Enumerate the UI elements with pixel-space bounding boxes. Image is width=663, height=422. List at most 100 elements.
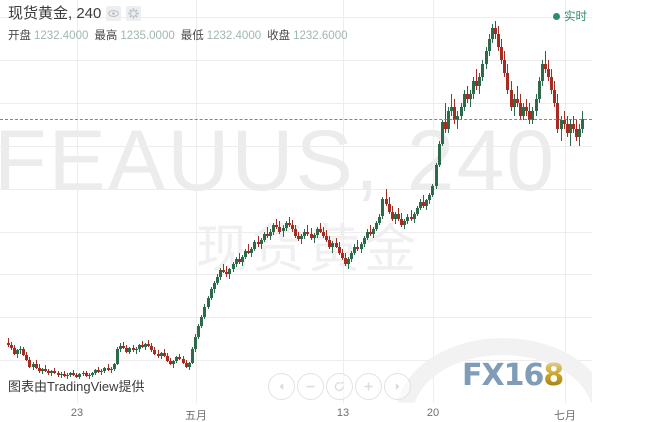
candle-body bbox=[453, 107, 456, 121]
candle-body bbox=[375, 222, 378, 230]
candle-body bbox=[147, 344, 150, 347]
candle-body bbox=[569, 124, 572, 133]
chart-nav-controls[interactable] bbox=[268, 373, 411, 400]
candle-wick bbox=[570, 120, 571, 146]
candle-wick bbox=[573, 115, 574, 133]
candle-body bbox=[347, 259, 350, 264]
candle-wick bbox=[61, 371, 62, 379]
candle-body bbox=[94, 369, 97, 373]
candle-body bbox=[522, 107, 525, 116]
candle-body bbox=[581, 119, 584, 129]
ohlc-label: 收盘 bbox=[267, 30, 291, 42]
candle-body bbox=[235, 259, 238, 264]
candle-body bbox=[550, 77, 553, 91]
candle-body bbox=[110, 368, 113, 370]
gridline-vertical bbox=[565, 0, 566, 403]
candle-body bbox=[66, 375, 69, 377]
scroll-left-button[interactable] bbox=[268, 373, 295, 400]
candle-body bbox=[16, 350, 19, 354]
candle-wick bbox=[8, 337, 9, 348]
candle-body bbox=[288, 222, 291, 226]
gridline-horizontal bbox=[0, 188, 592, 190]
candle-body bbox=[35, 364, 38, 368]
ohlc-value: 1235.0000 bbox=[120, 30, 175, 42]
eye-icon[interactable] bbox=[106, 6, 122, 21]
candle-body bbox=[553, 90, 556, 103]
candle-wick bbox=[223, 263, 224, 274]
candle-body bbox=[28, 360, 31, 367]
gridline-vertical bbox=[77, 0, 78, 403]
candle-body bbox=[19, 349, 22, 351]
candle-body bbox=[141, 345, 144, 348]
candle-body bbox=[172, 361, 175, 365]
candle-body bbox=[528, 111, 531, 121]
candle-wick bbox=[423, 195, 424, 208]
candle-body bbox=[544, 64, 547, 69]
candle-body bbox=[213, 282, 216, 290]
gridline-horizontal bbox=[0, 102, 592, 104]
candle-body bbox=[278, 227, 281, 232]
candle-body bbox=[413, 214, 416, 219]
candle-body bbox=[466, 94, 469, 99]
candle-body bbox=[450, 107, 453, 112]
chart-header: 现货黄金, 240 开盘 1232.4000 最高 1235.0000 最低 1232.4… bbox=[8, 2, 354, 43]
candle-body bbox=[388, 203, 391, 213]
candle-body bbox=[369, 231, 372, 234]
candle-body bbox=[250, 248, 253, 253]
price-axis[interactable]: 1440.00001420.00001400.00001380.00001360… bbox=[592, 0, 663, 403]
time-axis[interactable] bbox=[0, 403, 663, 422]
gridline-horizontal bbox=[0, 145, 592, 147]
zoom-out-button[interactable] bbox=[297, 373, 324, 400]
candle-body bbox=[416, 207, 419, 215]
candle-body bbox=[397, 214, 400, 219]
candle-body bbox=[485, 51, 488, 65]
time-tick-label: 23 bbox=[70, 407, 84, 419]
candle-body bbox=[32, 364, 35, 367]
candle-body bbox=[303, 231, 306, 236]
candle-body bbox=[178, 356, 181, 360]
candle-body bbox=[163, 352, 166, 356]
candle-body bbox=[331, 243, 334, 247]
candle-body bbox=[291, 225, 294, 230]
candle-wick bbox=[133, 345, 134, 352]
candle-body bbox=[531, 111, 534, 121]
candle-body bbox=[157, 353, 160, 356]
ohlc-label: 开盘 bbox=[8, 30, 31, 42]
realtime-status: 实时 bbox=[553, 8, 587, 24]
candle-wick bbox=[123, 341, 124, 350]
gridline-horizontal bbox=[0, 274, 592, 276]
candle-body bbox=[491, 27, 494, 39]
candle-body bbox=[138, 345, 141, 350]
candle-body bbox=[135, 349, 138, 351]
candle-wick bbox=[226, 265, 227, 277]
candle-wick bbox=[526, 98, 527, 116]
candle-body bbox=[113, 364, 116, 369]
time-tick-label: 七月 bbox=[554, 410, 576, 422]
candle-body bbox=[103, 367, 106, 371]
candle-wick bbox=[307, 225, 308, 236]
candle-body bbox=[503, 60, 506, 73]
candle-wick bbox=[136, 347, 137, 354]
candle-body bbox=[353, 246, 356, 253]
candle-body bbox=[556, 102, 559, 129]
chart-plot-area[interactable]: FEAUUS, 240 现货黄金 bbox=[0, 0, 592, 403]
candle-body bbox=[57, 372, 60, 376]
current-price-line bbox=[0, 119, 592, 121]
candle-body bbox=[275, 225, 278, 228]
candle-body bbox=[441, 122, 444, 144]
candle-body bbox=[403, 220, 406, 226]
reset-chart-button[interactable] bbox=[326, 373, 353, 400]
candle-body bbox=[391, 212, 394, 219]
candle-wick bbox=[108, 364, 109, 371]
ohlc-label: 最高 bbox=[94, 30, 118, 42]
gear-icon[interactable] bbox=[126, 6, 142, 21]
zoom-in-button[interactable] bbox=[355, 373, 382, 400]
scroll-right-button[interactable] bbox=[384, 373, 411, 400]
candle-body bbox=[269, 231, 272, 236]
candle-body bbox=[350, 252, 353, 260]
candle-body bbox=[575, 128, 578, 138]
candle-body bbox=[41, 368, 44, 371]
candle-body bbox=[169, 361, 172, 365]
candle-wick bbox=[148, 339, 149, 348]
candle-body bbox=[488, 38, 491, 52]
